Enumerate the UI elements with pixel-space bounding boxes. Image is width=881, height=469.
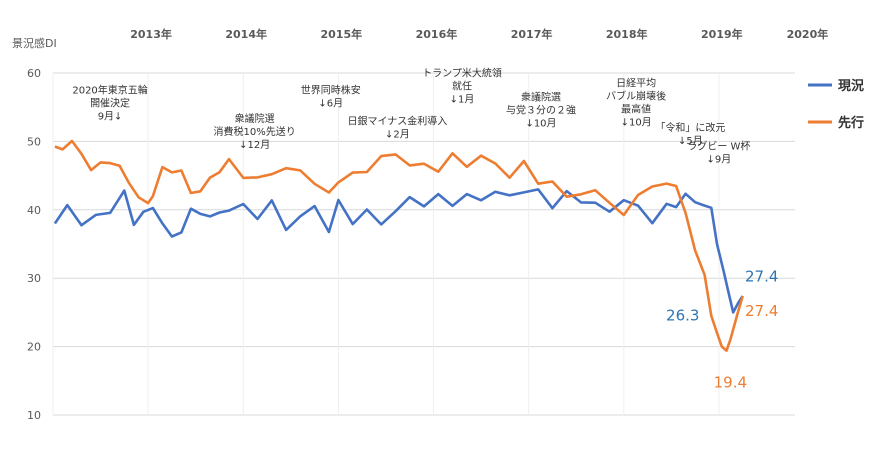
annotation-line: ラグビー W杯 [687, 140, 750, 153]
series-line-leading [54, 139, 744, 353]
legend-label: 現況 [838, 78, 864, 94]
series-line-current [53, 188, 744, 314]
annotation-line: バブル崩壊後 [606, 90, 666, 103]
annotation-line: 与党３分の２強 [506, 103, 576, 116]
annotation: 「令和」に改元↓5月 [655, 121, 725, 147]
axes: 景況感DI 10 20 30 40 50 60 2013年 2014年 2015年 2016年 201… [12, 27, 828, 422]
annotation-line: ↓9月 [707, 154, 732, 166]
annotation: 日銀マイナス金利導入↓2月 [347, 114, 447, 140]
annotation-line: 日経平均 [616, 77, 656, 90]
annotation-line: ↓5月 [678, 135, 703, 147]
year-label: 2020年 [787, 27, 829, 41]
annotation-line: 2020年東京五輪 [72, 84, 147, 97]
annotation-line: ↓1月 [450, 93, 475, 105]
annotation-line: 世界同時株安 [301, 84, 361, 97]
annotation-line: 就任 [452, 79, 472, 92]
year-label: 2014年 [225, 27, 267, 41]
year-label: 2018年 [606, 27, 648, 41]
annotation-line: 「令和」に改元 [655, 121, 725, 134]
y-tick-label: 40 [27, 204, 41, 217]
year-label: 2015年 [320, 27, 362, 41]
y-tick-label: 10 [27, 409, 41, 422]
annotation-line: 衆議院選 [235, 112, 275, 125]
y-tick-label: 20 [27, 341, 41, 354]
value-label: 26.3 [666, 307, 699, 325]
annotation-line: トランプ米大統領 [422, 66, 502, 79]
annotation-line: 日銀マイナス金利導入 [347, 114, 447, 127]
annotation: 世界同時株安↓6月 [301, 84, 361, 110]
y-axis-label: 景況感DI [12, 36, 57, 50]
annotation-line: 9月↓ [98, 111, 123, 123]
value-label: 27.4 [745, 268, 778, 286]
value-label: 19.4 [714, 374, 747, 392]
legend-label: 先行 [838, 115, 864, 131]
y-tick-label: 30 [27, 272, 41, 285]
y-tick-label: 50 [27, 135, 41, 148]
year-label: 2016年 [416, 27, 458, 41]
series-lines [53, 139, 744, 353]
year-label: 2017年 [511, 27, 553, 41]
y-tick-label: 60 [27, 67, 41, 80]
year-label: 2013年 [130, 27, 172, 41]
annotation-line: ↓2月 [385, 128, 410, 140]
annotation: ラグビー W杯↓9月 [687, 140, 750, 166]
annotation-line: ↓10月 [621, 117, 652, 129]
annotation-line: ↓10月 [525, 117, 556, 129]
annotation-line: 開催決定 [90, 97, 130, 110]
gridlines [52, 72, 795, 416]
annotation-line: 最高値 [621, 103, 651, 116]
annotation-line: 消費税10%先送り [214, 125, 296, 138]
annotation-line: ↓12月 [239, 139, 270, 151]
year-label: 2019年 [701, 27, 743, 41]
annotation-line: ↓6月 [318, 98, 343, 110]
annotation-line: 衆議院選 [521, 90, 561, 103]
value-label: 27.4 [745, 302, 778, 320]
